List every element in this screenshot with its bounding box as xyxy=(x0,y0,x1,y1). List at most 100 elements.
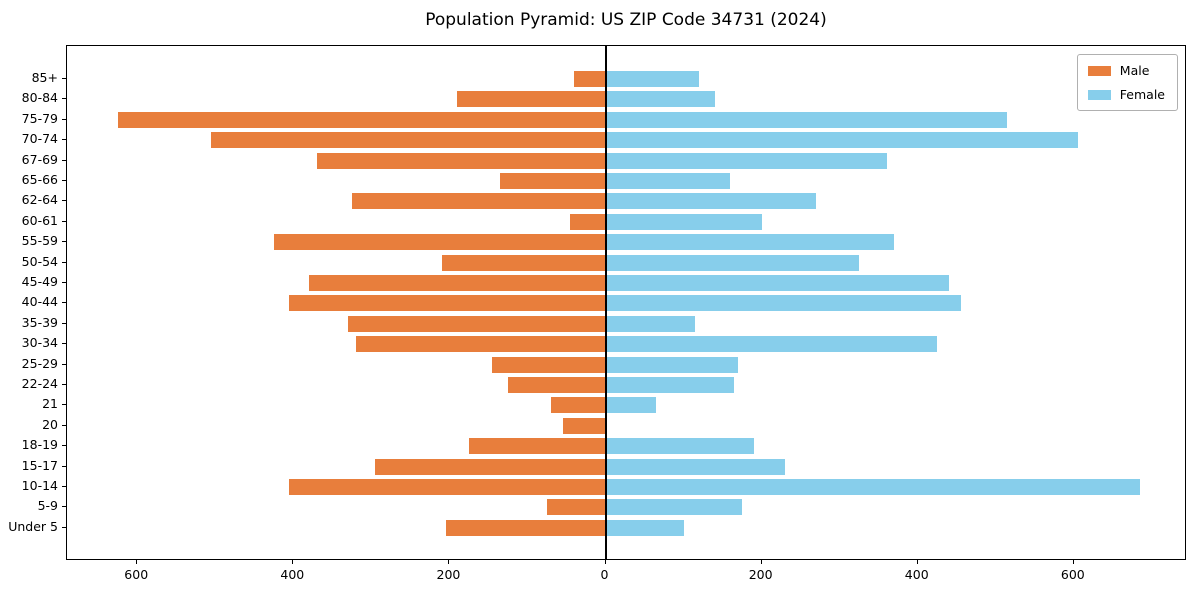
y-tick-label-30-34: 30-34 xyxy=(21,335,58,351)
female-bar-35-39 xyxy=(605,315,696,332)
female-bar-30-34 xyxy=(605,336,938,353)
female-bar-65-66 xyxy=(605,173,731,189)
x-tick-mark xyxy=(916,559,918,564)
legend: Male Female xyxy=(1076,54,1178,111)
y-tick-mark xyxy=(62,526,66,528)
y-tick-label-35-39: 35-39 xyxy=(21,314,58,330)
y-tick-mark xyxy=(62,322,66,324)
x-tick-label-200: 200 xyxy=(436,567,461,582)
x-tick-label-600: 600 xyxy=(1060,567,1085,582)
x-tick-mark xyxy=(448,559,450,564)
y-tick-label-45-49: 45-49 xyxy=(21,274,58,289)
y-tick-label-55-59: 55-59 xyxy=(21,233,58,249)
female-bar-50-54 xyxy=(605,254,860,271)
y-tick-label-75-79: 75-79 xyxy=(21,110,58,126)
y-tick-mark xyxy=(62,445,66,447)
chart-title: Population Pyramid: US ZIP Code 34731 (2… xyxy=(425,10,827,30)
y-tick-mark xyxy=(62,78,66,79)
y-tick-label-22-24: 22-24 xyxy=(21,376,58,391)
male-bar-5-9 xyxy=(547,499,606,516)
y-tick-label-10-14: 10-14 xyxy=(21,478,58,493)
male-bar-85+ xyxy=(574,71,606,87)
male-bar-30-34 xyxy=(355,336,606,353)
y-tick-mark xyxy=(62,282,66,283)
male-bar-75-79 xyxy=(117,111,606,128)
y-tick-mark xyxy=(62,384,66,385)
female-bar-18-19 xyxy=(605,438,754,455)
x-tick-mark xyxy=(604,559,606,564)
male-bar-55-59 xyxy=(273,234,606,251)
y-tick-label-67-69: 67-69 xyxy=(21,151,58,167)
zero-axis-line xyxy=(604,46,607,559)
y-tick-mark xyxy=(62,465,66,467)
male-bar-67-69 xyxy=(316,152,606,169)
y-tick-mark xyxy=(62,220,66,222)
male-bar-50-54 xyxy=(441,254,606,271)
legend-entry-male: Male xyxy=(1087,63,1165,78)
x-tick-mark xyxy=(760,559,762,564)
male-bar-70-74 xyxy=(211,132,606,149)
y-tick-label-18-19: 18-19 xyxy=(21,437,58,453)
y-tick-mark xyxy=(62,241,66,243)
female-bar-Under 5 xyxy=(605,519,684,536)
legend-male-swatch xyxy=(1087,65,1111,76)
y-tick-mark xyxy=(62,363,66,365)
female-bar-75-79 xyxy=(605,111,1008,128)
female-bar-62-64 xyxy=(605,193,817,210)
y-tick-mark xyxy=(62,486,66,487)
female-bar-55-59 xyxy=(605,234,895,251)
x-tick-label-200: 200 xyxy=(748,567,773,582)
female-bar-67-69 xyxy=(605,152,887,169)
y-tick-label-20: 20 xyxy=(42,416,58,432)
legend-male-label: Male xyxy=(1119,63,1150,78)
y-tick-mark xyxy=(62,200,66,202)
y-tick-mark xyxy=(62,424,66,426)
female-bar-5-9 xyxy=(605,499,743,516)
male-bar-10-14 xyxy=(289,479,606,495)
x-tick-label-0: 0 xyxy=(600,567,609,582)
y-tick-mark xyxy=(62,180,66,181)
y-tick-mark xyxy=(62,404,66,406)
y-tick-mark xyxy=(62,506,66,508)
y-tick-mark xyxy=(62,343,66,345)
male-bar-15-17 xyxy=(375,458,606,475)
y-tick-label-85+: 85+ xyxy=(31,70,58,85)
male-bar-22-24 xyxy=(507,377,606,393)
female-bar-15-17 xyxy=(605,458,786,475)
female-bar-25-29 xyxy=(605,356,739,373)
female-bar-21 xyxy=(605,397,657,414)
y-tick-label-50-54: 50-54 xyxy=(21,253,58,269)
plot-area: Male Female xyxy=(66,45,1186,560)
male-bar-21 xyxy=(550,397,606,414)
female-bar-85+ xyxy=(605,71,700,87)
x-tick-label-600: 600 xyxy=(124,567,149,582)
male-bar-60-61 xyxy=(570,213,606,230)
male-bar-40-44 xyxy=(289,295,606,312)
x-tick-mark xyxy=(1072,559,1074,564)
y-tick-label-25-29: 25-29 xyxy=(21,355,58,371)
male-bar-62-64 xyxy=(351,193,606,210)
y-tick-label-80-84: 80-84 xyxy=(21,90,58,106)
x-tick-label-400: 400 xyxy=(280,567,305,582)
y-tick-label-70-74: 70-74 xyxy=(21,131,58,147)
female-bar-22-24 xyxy=(605,377,735,393)
y-tick-mark xyxy=(62,159,66,161)
legend-female-swatch xyxy=(1087,89,1111,100)
female-bar-10-14 xyxy=(605,479,1141,495)
male-bar-80-84 xyxy=(457,91,606,108)
male-bar-35-39 xyxy=(347,315,606,332)
y-tick-label-15-17: 15-17 xyxy=(21,457,58,473)
y-tick-label-60-61: 60-61 xyxy=(21,212,58,228)
female-bar-80-84 xyxy=(605,91,715,108)
y-tick-mark xyxy=(62,261,66,263)
female-bar-60-61 xyxy=(605,213,762,230)
y-tick-mark xyxy=(62,118,66,120)
male-bar-45-49 xyxy=(308,275,606,291)
x-tick-mark xyxy=(136,559,138,564)
y-tick-label-40-44: 40-44 xyxy=(21,294,58,310)
y-tick-label-Under 5: Under 5 xyxy=(8,518,58,534)
male-bar-Under 5 xyxy=(445,519,606,536)
female-bar-40-44 xyxy=(605,295,961,312)
y-tick-mark xyxy=(62,98,66,100)
